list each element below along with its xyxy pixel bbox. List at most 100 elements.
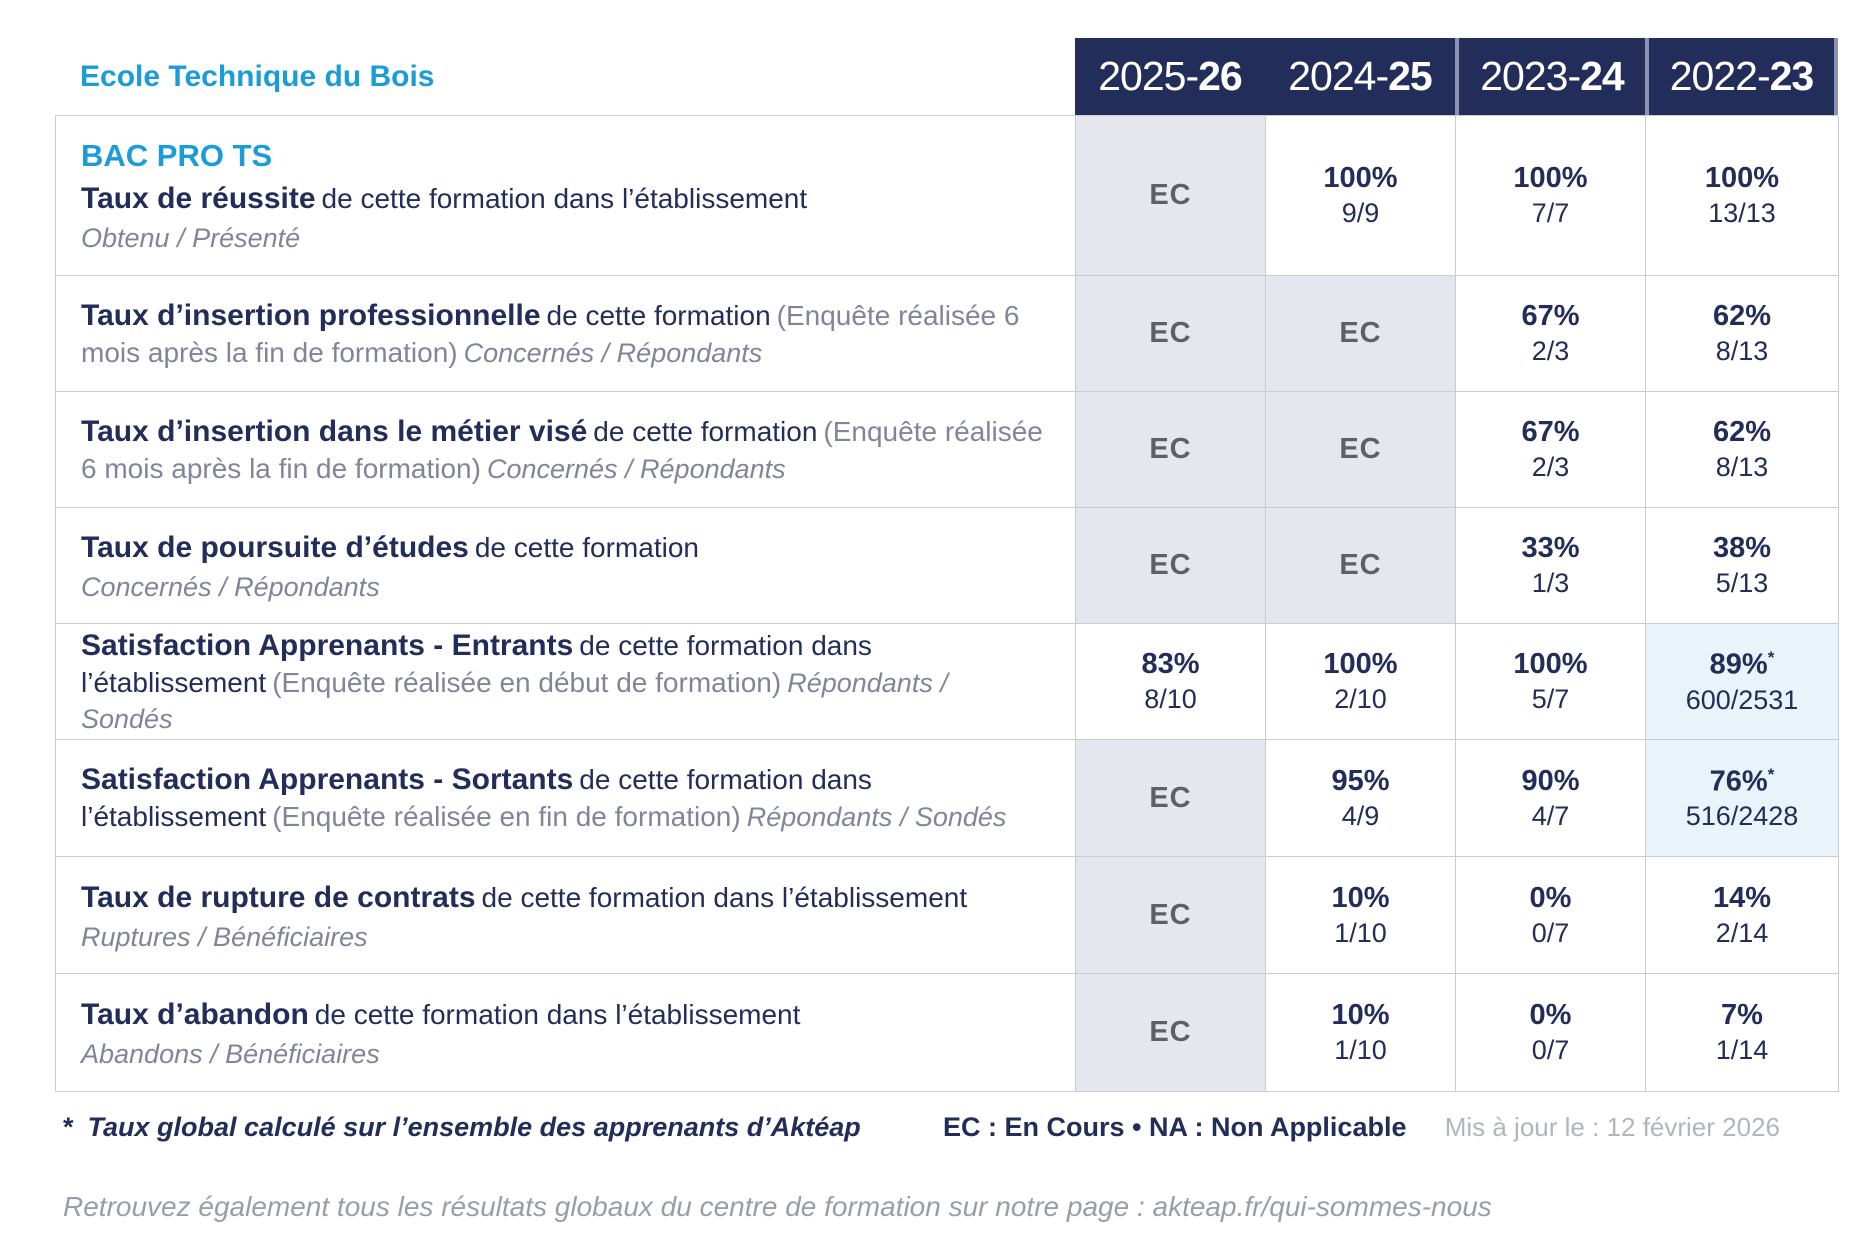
percent-text: 0% (1529, 999, 1572, 1031)
value-cell: 10% 1/10 (1266, 857, 1456, 974)
year-prefix: 2025- (1098, 53, 1199, 99)
percent-value: 10% (1331, 1001, 1389, 1030)
fraction-value: 2/3 (1531, 336, 1570, 366)
indicator-label-cell: Taux d’abandon de cette formation dans l’… (56, 974, 1076, 1092)
fraction-value: 4/9 (1341, 800, 1380, 831)
percent-text: 67% (1521, 416, 1580, 448)
percent-value: 67% (1521, 418, 1579, 447)
footnote-text: Taux global calculé sur l’ensemble des a… (87, 1112, 861, 1142)
value-cell: 67% 2/3 (1456, 276, 1646, 392)
percent-value: 83% (1141, 650, 1199, 679)
indicator-label-cell: BAC PRO TS Taux de réussite de cette forma… (56, 116, 1076, 276)
ec-label: EC (1339, 433, 1382, 465)
fraction-value: 516/2428 (1685, 801, 1799, 832)
fraction-value: 600/2531 (1685, 684, 1799, 715)
percent-text: 90% (1521, 764, 1580, 797)
year-prefix: 2024- (1288, 53, 1389, 99)
percent-text: 62% (1712, 416, 1772, 448)
value-cell: 100% 13/13 (1646, 116, 1839, 276)
value-cell: 67% 2/3 (1456, 392, 1646, 508)
percent-text: 76% (1709, 765, 1768, 798)
fraction-value: 1/3 (1531, 568, 1570, 598)
year-bold: 26 (1198, 53, 1243, 99)
indicator-survey-note: (Enquête réalisée en fin de formation) (272, 801, 741, 833)
indicator-label: Taux d’abandon de cette formation dans l’… (81, 995, 1045, 1034)
in-progress-cell: EC (1076, 740, 1266, 857)
percent-value: 95% (1331, 764, 1390, 797)
year-column-header: 2024- 25 (1265, 38, 1455, 115)
fraction-value: 13/13 (1708, 198, 1776, 228)
fraction-value: 2/10 (1334, 684, 1387, 714)
indicator-name: Taux de réussite (81, 181, 316, 215)
last-updated-label: Mis à jour le : 12 février 2026 (1444, 1112, 1780, 1142)
indicator-survey-note: (Enquête réalisée 6 mois après la fin de… (81, 415, 1043, 484)
fraction-value: 9/9 (1341, 198, 1380, 228)
indicator-label-cell: Taux de poursuite d’études de cette forma… (56, 508, 1076, 624)
in-progress-cell: EC (1266, 276, 1456, 392)
percent-value: 76%* (1710, 766, 1775, 797)
indicator-label: Taux d’insertion professionnelle de cette… (81, 296, 1045, 371)
indicator-label: Taux d’insertion dans le métier visé de c… (81, 412, 1045, 487)
indicator-name: Satisfaction Apprenants - Entrants (81, 628, 574, 662)
indicator-ratio-caption-line: Ruptures / Bénéficiaires (81, 922, 1045, 953)
in-progress-cell: EC (1076, 276, 1266, 392)
year-column-header: 2022- 23 (1645, 38, 1838, 115)
footnote-star: * (63, 1112, 74, 1142)
percent-text: 14% (1712, 881, 1772, 914)
fraction-value: 5/7 (1531, 684, 1570, 714)
indicator-description: de cette formation dans l’établissement (81, 629, 872, 698)
percent-text: 100% (1513, 648, 1588, 680)
value-cell: 83% 8/10 (1076, 624, 1266, 740)
page-title: Ecole Technique du Bois (80, 59, 435, 93)
in-progress-cell: EC (1266, 508, 1456, 624)
value-cell: 90% 4/7 (1456, 740, 1646, 857)
indicator-description: de cette formation (593, 415, 818, 447)
footnote-star-marker: * (1767, 648, 1775, 668)
in-progress-cell: EC (1076, 392, 1266, 508)
fraction-value: 2/3 (1531, 452, 1570, 482)
percent-text: 62% (1712, 300, 1772, 332)
value-cell: 62% 8/13 (1646, 276, 1839, 392)
percent-value: 100% (1323, 164, 1397, 193)
indicator-label-cell: Taux d’insertion dans le métier visé de c… (56, 392, 1076, 508)
ec-label: EC (1149, 549, 1192, 581)
indicator-label: Satisfaction Apprenants - Sortants de cet… (81, 760, 1045, 835)
ec-label: EC (1149, 781, 1192, 814)
ec-label: EC (1149, 179, 1192, 211)
percent-value: 10% (1331, 883, 1389, 913)
percent-text: 95% (1331, 764, 1390, 797)
percent-value: 100% (1513, 650, 1587, 679)
indicator-name: Taux d’abandon (81, 998, 309, 1031)
indicator-ratio-caption: Concernés / Répondants (463, 337, 763, 368)
value-cell: 14% 2/14 (1646, 857, 1839, 974)
percent-value: 100% (1323, 650, 1397, 679)
global-results-note: Retrouvez également tous les résultats g… (63, 1191, 1492, 1222)
ec-label: EC (1149, 898, 1192, 931)
indicator-ratio-caption-line: Concernés / Répondants (81, 572, 1045, 603)
indicator-label-cell: Taux d’insertion professionnelle de cette… (56, 276, 1076, 392)
in-progress-cell: EC (1076, 857, 1266, 974)
year-prefix: 2023- (1480, 53, 1581, 99)
year-bold: 24 (1580, 53, 1625, 99)
fraction-value: 1/10 (1334, 1035, 1387, 1065)
percent-value: 62% (1713, 302, 1771, 331)
percent-value: 0% (1530, 883, 1572, 913)
percent-value: 14% (1712, 881, 1772, 914)
value-cell: 100% 2/10 (1266, 624, 1456, 740)
in-progress-cell: EC (1266, 392, 1456, 508)
percent-value: 33% (1521, 534, 1579, 563)
fraction-value: 5/13 (1715, 568, 1769, 598)
percent-text: 67% (1521, 300, 1580, 332)
value-cell: 100% 7/7 (1456, 116, 1646, 276)
fraction-value: 1/10 (1334, 917, 1387, 948)
indicator-name: Taux de poursuite d’études (81, 531, 469, 564)
percent-text: 33% (1521, 532, 1580, 564)
results-table-page: Ecole Technique du Bois 2025- 26 2024- 25 20… (55, 0, 1839, 1223)
percent-text: 100% (1323, 162, 1398, 194)
value-cell: 7% 1/14 (1646, 974, 1839, 1092)
indicator-description: de cette formation dans l’établissement (481, 881, 968, 913)
indicator-ratio-caption: Concernés / Répondants (81, 572, 380, 602)
fraction-value: 4/7 (1531, 800, 1570, 831)
indicator-name: Taux d’insertion professionnelle (81, 298, 541, 332)
indicator-label: Satisfaction Apprenants - Entrants de cet… (81, 626, 1045, 738)
